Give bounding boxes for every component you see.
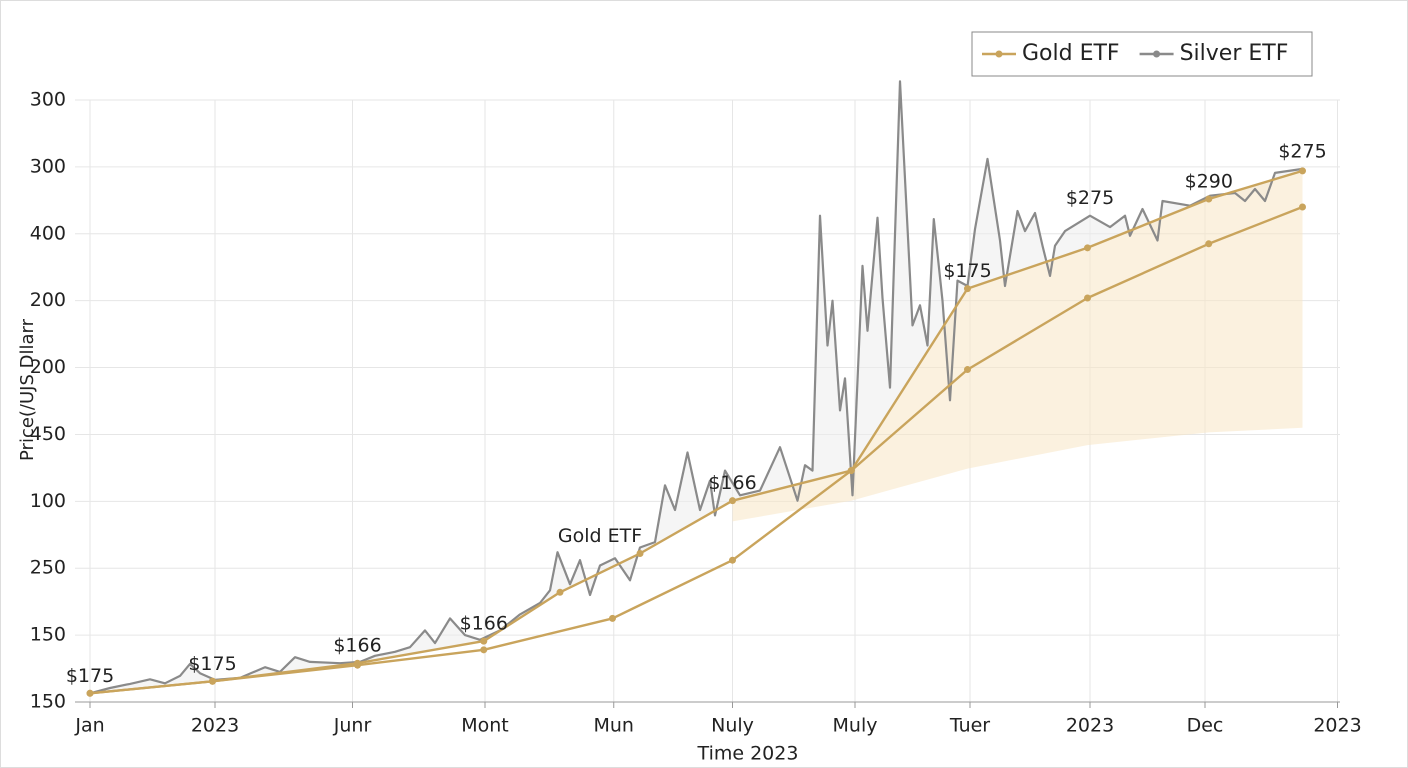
annotation: $166 (333, 635, 381, 657)
x-tick-label: Jan (74, 715, 104, 737)
point (86, 689, 94, 697)
legend-marker (995, 50, 1003, 58)
y-tick-label: 150 (30, 691, 66, 713)
annotation: $290 (1185, 170, 1233, 192)
annotation: $175 (188, 653, 236, 675)
y-tick-label: 250 (30, 557, 66, 579)
annotation: $175 (943, 260, 991, 282)
annotation: $175 (66, 665, 114, 687)
annotation: $166 (460, 613, 508, 635)
point (1299, 203, 1306, 211)
point (354, 659, 361, 667)
point (480, 646, 488, 654)
x-axis-title: Time 2023 (697, 743, 799, 765)
point (209, 677, 216, 685)
annotation: $275 (1278, 140, 1326, 162)
point (556, 588, 564, 596)
x-tick-label: Dec (1187, 715, 1224, 737)
annotation: Gold ETF (558, 525, 642, 547)
y-tick-label: 150 (30, 624, 66, 646)
point (1084, 294, 1091, 302)
point (1205, 195, 1213, 203)
y-tick-label: 450 (30, 423, 66, 445)
y-tick-label: 200 (30, 289, 66, 311)
point (729, 556, 736, 564)
x-tick-label: Junr (333, 715, 372, 737)
series-line (89, 169, 1303, 695)
point (1299, 167, 1306, 175)
x-tick-label: Nuly (711, 715, 754, 737)
y-tick-label: 200 (30, 356, 66, 378)
point (964, 285, 971, 293)
legend-marker (1153, 50, 1161, 58)
y-axis-title: Price(/UJS Dllarr (17, 318, 38, 461)
x-tick-label: 2023 (191, 715, 239, 737)
x-tick-label: Mont (461, 715, 509, 737)
point (847, 467, 855, 475)
point (964, 366, 971, 374)
annotation: $166 (708, 472, 756, 494)
y-tick-label: 400 (30, 222, 66, 244)
x-tick-label: 2023 (1313, 715, 1361, 737)
x-tick-label: Mun (594, 715, 634, 737)
point (609, 614, 616, 622)
y-tick-label: 300 (30, 155, 66, 177)
point (729, 497, 736, 505)
x-tick-label: Muly (833, 715, 878, 737)
x-tick-label: Tuer (949, 715, 990, 737)
point (636, 550, 644, 558)
point (1084, 244, 1091, 252)
y-tick-label: 100 (30, 490, 66, 512)
point (1205, 240, 1213, 248)
annotation: $275 (1066, 187, 1114, 209)
legend-label: Silver ETF (1180, 41, 1289, 66)
x-tick-label: 2023 (1066, 715, 1114, 737)
legend-label: Gold ETF (1022, 41, 1120, 66)
point (480, 637, 488, 645)
y-tick-label: 300 (30, 89, 66, 111)
